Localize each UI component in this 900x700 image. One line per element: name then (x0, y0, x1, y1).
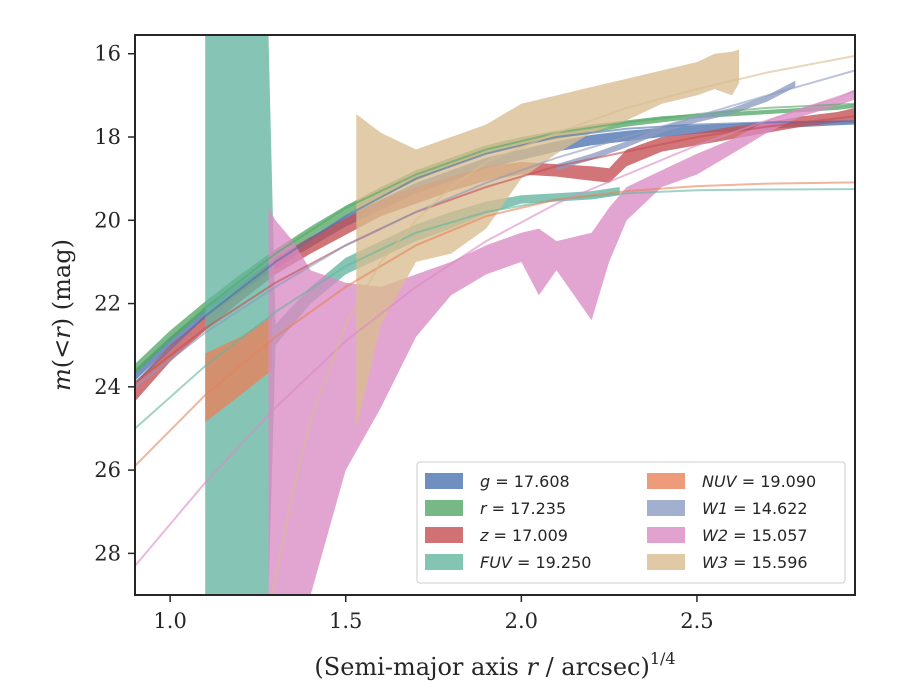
band-nuv (205, 316, 272, 423)
legend: g = 17.608 r = 17.235 z = 17.009 FUV = 19.2… (416, 461, 846, 584)
model-curve-w3 (271, 54, 855, 595)
y-tick-label: 24 (94, 375, 121, 399)
legend-swatch-g (425, 473, 463, 489)
x-axis-title: (Semi-major axis r / arcsec)1/4 (314, 649, 675, 681)
y-axis-title-lt: < (48, 339, 76, 359)
x-tick-label: 1.5 (329, 609, 362, 633)
y-axis-title: m(<r) (mag) (48, 239, 76, 391)
legend-label-g: g = 17.608 (480, 472, 570, 491)
model-curve-r (135, 102, 855, 371)
model-curve-w2 (135, 90, 855, 567)
legend-swatch-z (425, 527, 463, 543)
models-layer (135, 54, 855, 595)
y-axis-title-close: ) (48, 318, 76, 327)
y-tick-label: 18 (94, 125, 121, 149)
x-axis-ticks: 1.0 1.5 2.0 2.5 (153, 595, 714, 633)
y-axis-ticks: 16 18 20 22 24 26 28 (94, 42, 135, 565)
band-w3 (356, 49, 740, 429)
legend-swatch-nuv (647, 473, 685, 489)
model-curve-fuv (135, 188, 855, 430)
legend-label-w3: W3 = 15.596 (702, 553, 808, 572)
y-tick-label: 16 (94, 42, 121, 66)
x-axis-title-main: (Semi-major axis (314, 653, 526, 681)
legend-label-fuv: FUV = 19.250 (480, 553, 591, 572)
y-tick-label: 22 (94, 292, 121, 316)
y-axis-title-m: m (48, 368, 76, 391)
legend-swatch-w2 (647, 527, 685, 543)
y-axis-title-r: r (48, 326, 76, 339)
x-axis-title-sup: 1/4 (650, 649, 676, 668)
model-curve-nuv (135, 181, 855, 467)
legend-label-z: z = 17.009 (479, 526, 568, 545)
legend-frame (416, 461, 846, 584)
x-axis-title-var: r (526, 653, 539, 681)
y-axis-title-unit: (mag) (48, 239, 76, 318)
x-tick-label: 2.5 (680, 609, 713, 633)
y-tick-label: 20 (94, 208, 121, 232)
x-tick-label: 2.0 (505, 609, 538, 633)
x-axis-title-rest: / arcsec) (538, 653, 650, 681)
band-w2 (268, 89, 855, 595)
legend-label-w2: W2 = 15.057 (702, 526, 808, 545)
legend-label-nuv: NUV = 19.090 (702, 472, 816, 491)
y-axis-title-open: ( (48, 359, 76, 368)
model-curve-g (135, 120, 855, 384)
y-tick-label: 26 (94, 458, 121, 482)
x-tick-label: 1.0 (153, 609, 186, 633)
plot-frame (134, 34, 856, 596)
legend-label-r: r = 17.235 (480, 499, 566, 518)
y-tick-label: 28 (94, 541, 121, 565)
legend-swatch-w1 (647, 500, 685, 516)
model-curve-z (135, 115, 855, 384)
legend-swatch-w3 (647, 554, 685, 570)
legend-swatch-fuv (425, 554, 463, 570)
model-curve-w1 (135, 69, 855, 388)
legend-swatch-r (425, 500, 463, 516)
legend-label-w1: W1 = 14.622 (702, 499, 808, 518)
